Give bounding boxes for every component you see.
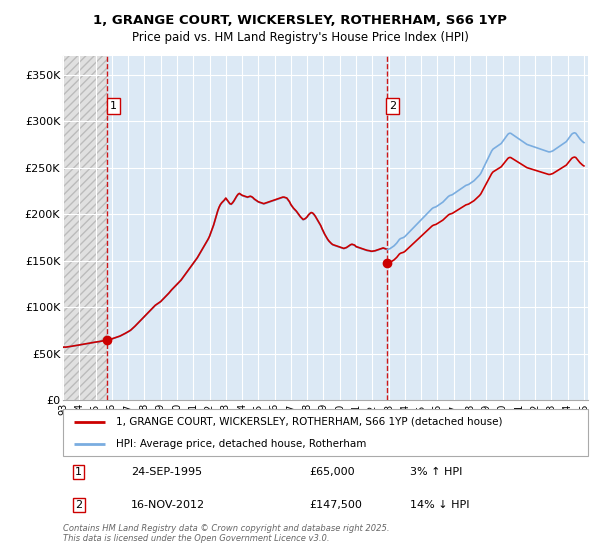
- Text: Price paid vs. HM Land Registry's House Price Index (HPI): Price paid vs. HM Land Registry's House …: [131, 31, 469, 44]
- Text: 14% ↓ HPI: 14% ↓ HPI: [409, 500, 469, 510]
- Text: 24-SEP-1995: 24-SEP-1995: [131, 467, 202, 477]
- Text: HPI: Average price, detached house, Rotherham: HPI: Average price, detached house, Roth…: [115, 438, 366, 449]
- Text: £65,000: £65,000: [310, 467, 355, 477]
- Text: 1, GRANGE COURT, WICKERSLEY, ROTHERHAM, S66 1YP: 1, GRANGE COURT, WICKERSLEY, ROTHERHAM, …: [93, 14, 507, 27]
- Text: 1: 1: [110, 101, 117, 111]
- Text: 3% ↑ HPI: 3% ↑ HPI: [409, 467, 462, 477]
- FancyBboxPatch shape: [63, 409, 588, 456]
- Text: £147,500: £147,500: [310, 500, 362, 510]
- Text: 2: 2: [75, 500, 82, 510]
- Bar: [63, 56, 107, 400]
- Text: 1: 1: [75, 467, 82, 477]
- Text: 16-NOV-2012: 16-NOV-2012: [131, 500, 205, 510]
- Text: 2: 2: [389, 101, 396, 111]
- Text: Contains HM Land Registry data © Crown copyright and database right 2025.
This d: Contains HM Land Registry data © Crown c…: [63, 524, 389, 543]
- Text: 1, GRANGE COURT, WICKERSLEY, ROTHERHAM, S66 1YP (detached house): 1, GRANGE COURT, WICKERSLEY, ROTHERHAM, …: [115, 417, 502, 427]
